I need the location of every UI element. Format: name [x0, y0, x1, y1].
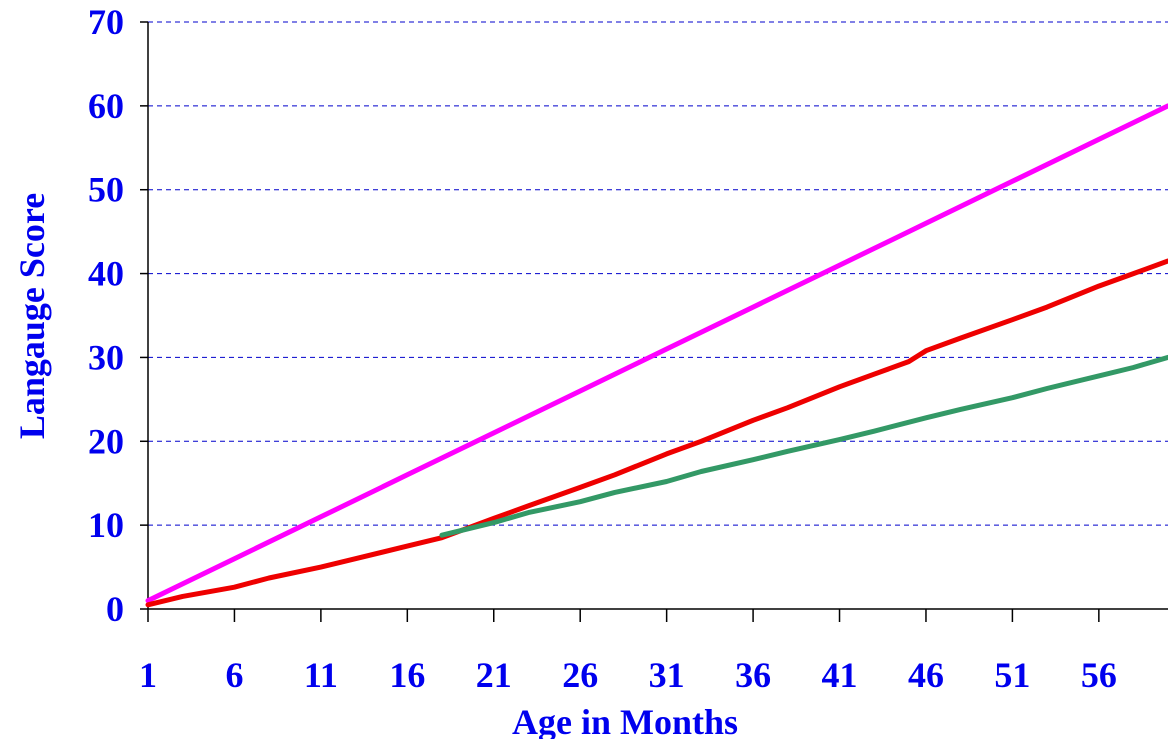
y-tick-label: 30: [88, 337, 124, 377]
x-tick-label: 41: [822, 655, 858, 695]
x-tick-label: 11: [304, 655, 338, 695]
y-tick-label: 10: [88, 505, 124, 545]
x-tick-label: 51: [994, 655, 1030, 695]
x-tick-label: 31: [649, 655, 685, 695]
x-tick-label: 1: [139, 655, 157, 695]
series-line-2: [145, 258, 1168, 608]
series-line-3: [439, 354, 1168, 538]
axes: [140, 21, 1168, 622]
gridlines: [148, 21, 1168, 526]
y-tick-label: 50: [88, 170, 124, 210]
x-tick-label: 26: [562, 655, 598, 695]
x-tick-label: 46: [908, 655, 944, 695]
series-lines: [145, 103, 1168, 608]
y-axis-title: Langauge Score: [12, 193, 52, 439]
x-tick-label: 16: [389, 655, 425, 695]
x-tick-label: 6: [225, 655, 243, 695]
series-line-1: [145, 103, 1168, 604]
x-tick-label: 36: [735, 655, 771, 695]
y-tick-label: 60: [88, 86, 124, 126]
y-tick-label: 40: [88, 254, 124, 294]
x-axis-title: Age in Months: [512, 702, 738, 739]
y-tick-labels: 0 10 20 30 40 50 60 70: [88, 2, 124, 629]
y-tick-label: 20: [88, 421, 124, 461]
y-tick-label: 0: [106, 589, 124, 629]
x-tick-label: 56: [1081, 655, 1117, 695]
y-tick-label: 70: [88, 2, 124, 42]
x-tick-label: 21: [476, 655, 512, 695]
x-tick-labels: 1 6 11 16 21 26 31 36 41 46 51 56: [139, 655, 1117, 695]
